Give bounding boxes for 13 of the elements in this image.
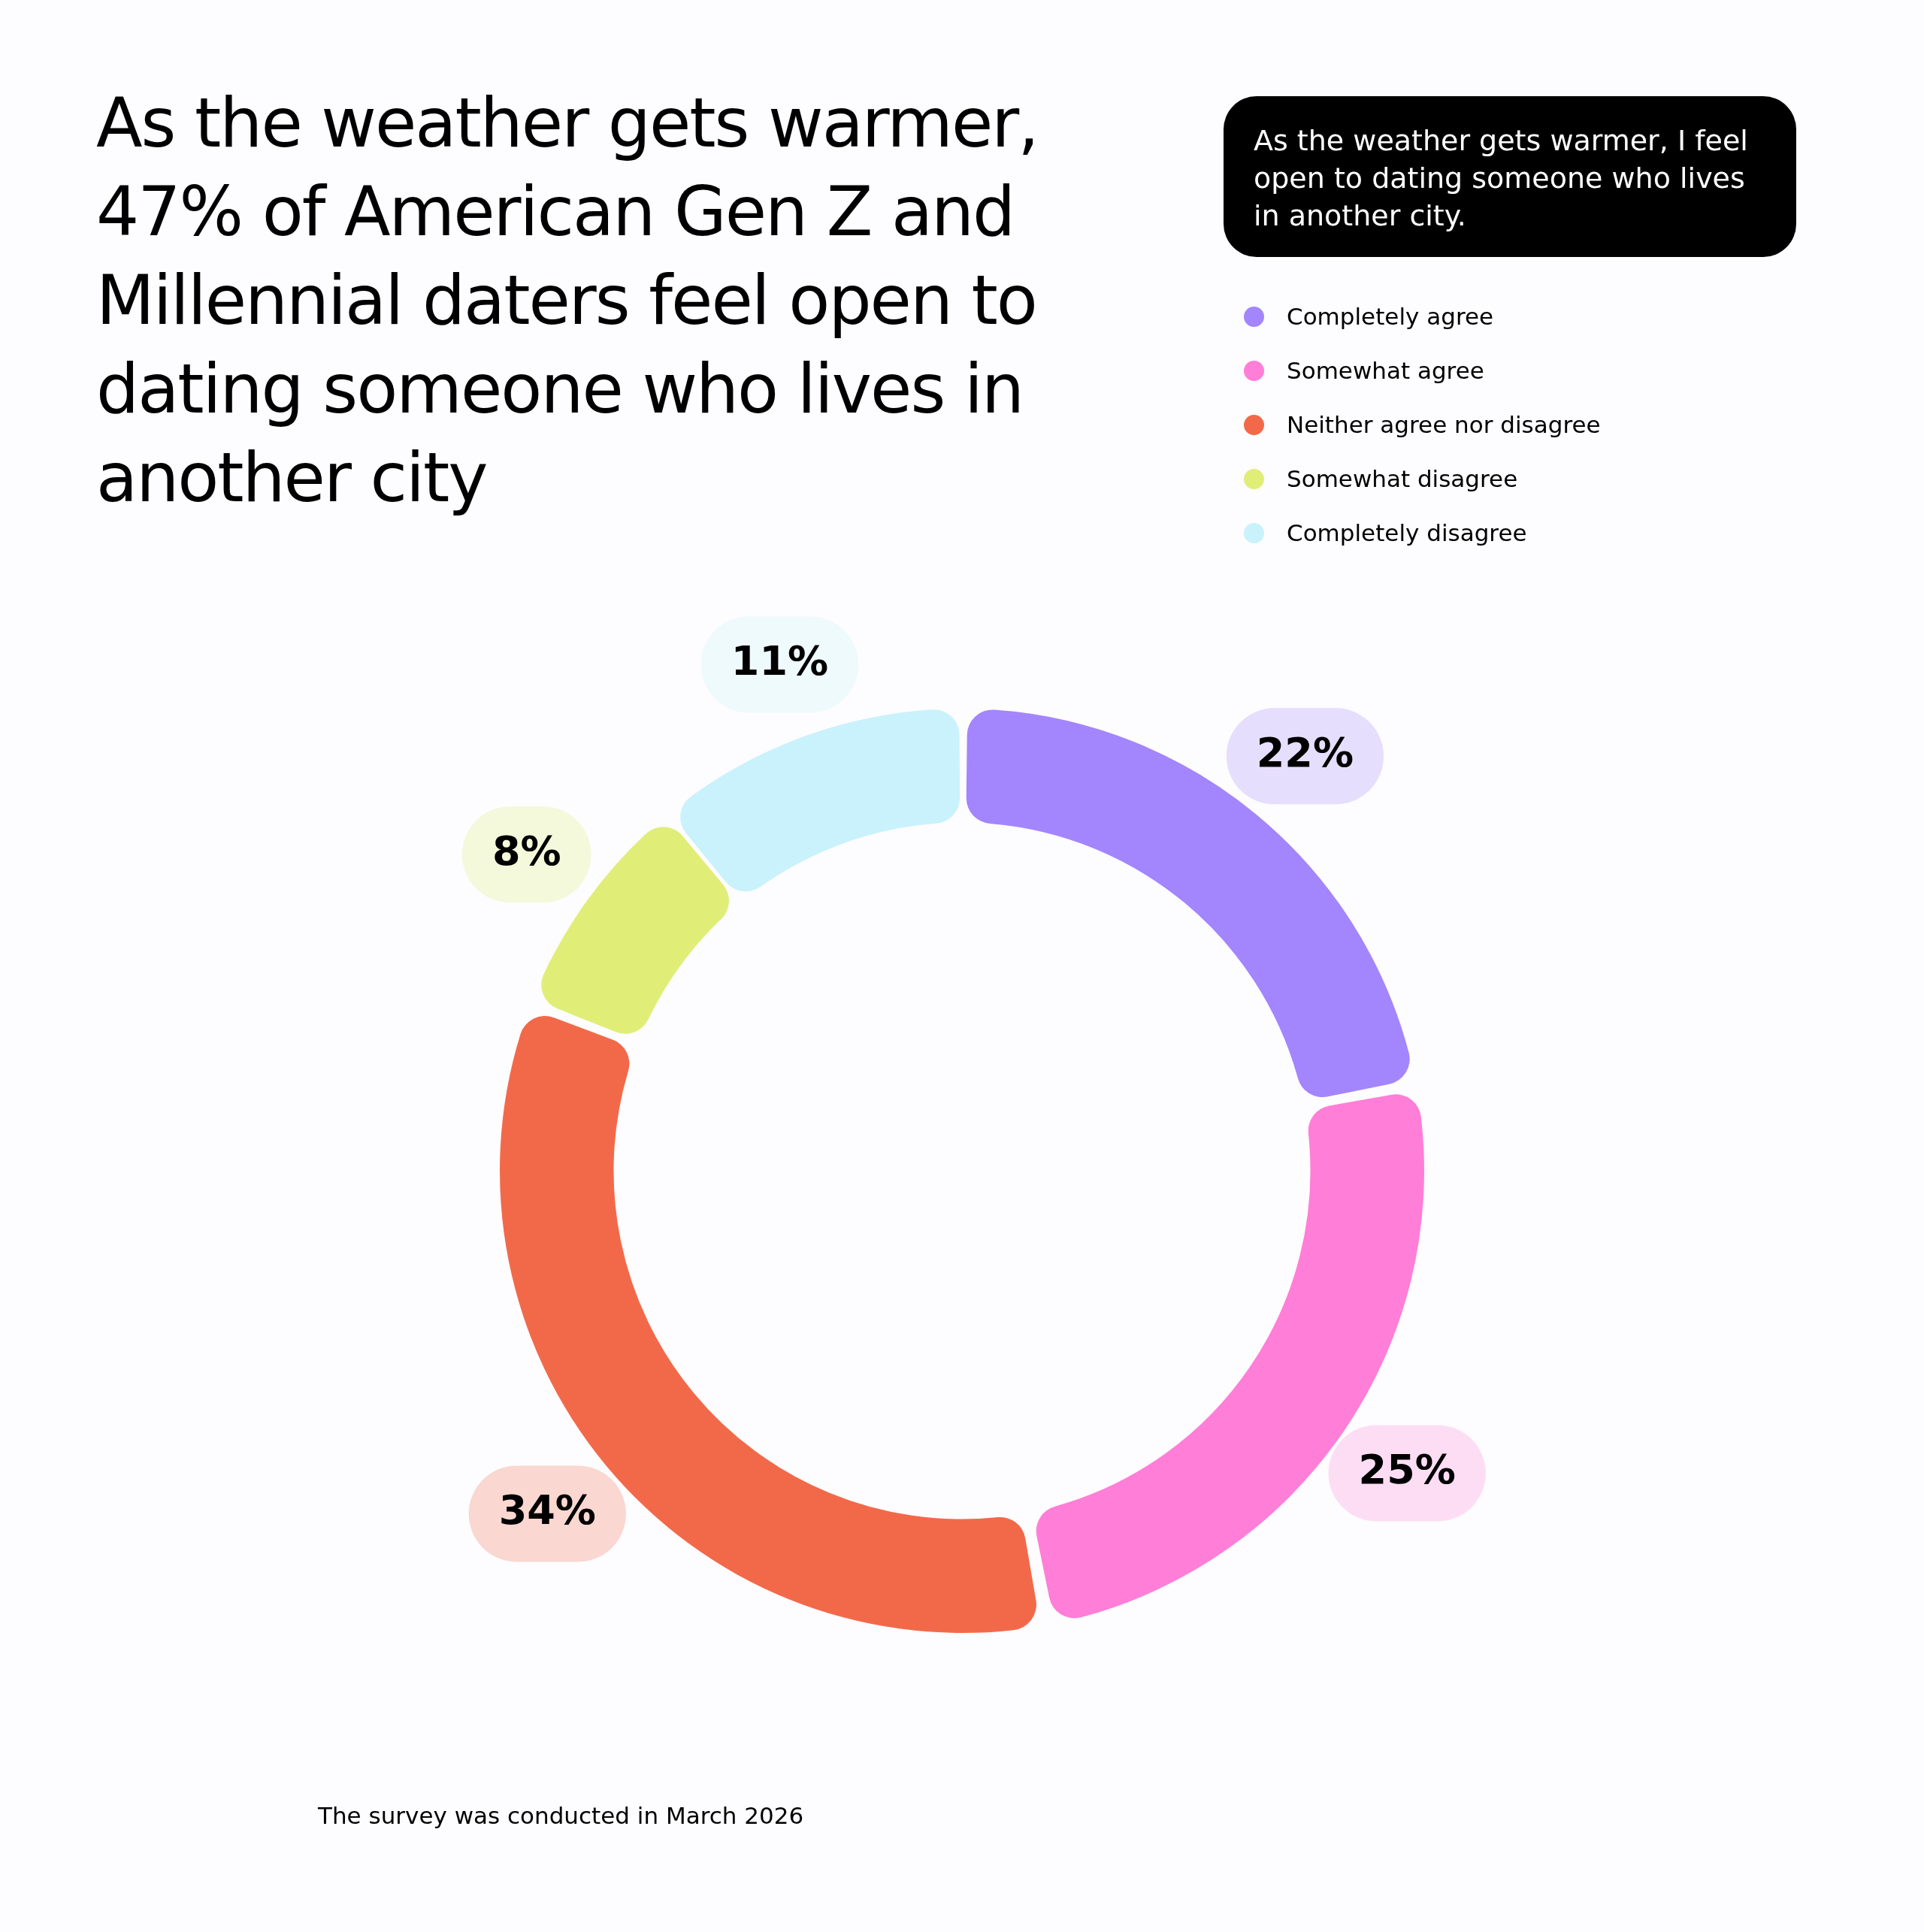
legend-label: Somewhat disagree — [1287, 465, 1518, 492]
legend-label: Completely agree — [1287, 303, 1494, 330]
legend-label: Completely disagree — [1287, 519, 1527, 546]
data-label: 34% — [498, 1486, 596, 1534]
chart-title: As the weather gets warmer, 47% of American Gen Z and Millennial daters feel open to dating someone who lives in another city — [96, 83, 1039, 519]
text: The survey was conducted in March 2026 — [318, 1802, 804, 1829]
legend-label: Neither agree nor disagree — [1287, 411, 1601, 438]
data-label: 25% — [1358, 1446, 1456, 1494]
data-label: 8% — [492, 827, 561, 875]
legend-label: Somewhat agree — [1287, 357, 1484, 384]
data-label: 11% — [731, 637, 829, 685]
data-label: 22% — [1256, 729, 1354, 777]
chart-subtitle: As the weather gets warmer, I feel open to dating someone who lives in another city. — [1224, 96, 1796, 257]
